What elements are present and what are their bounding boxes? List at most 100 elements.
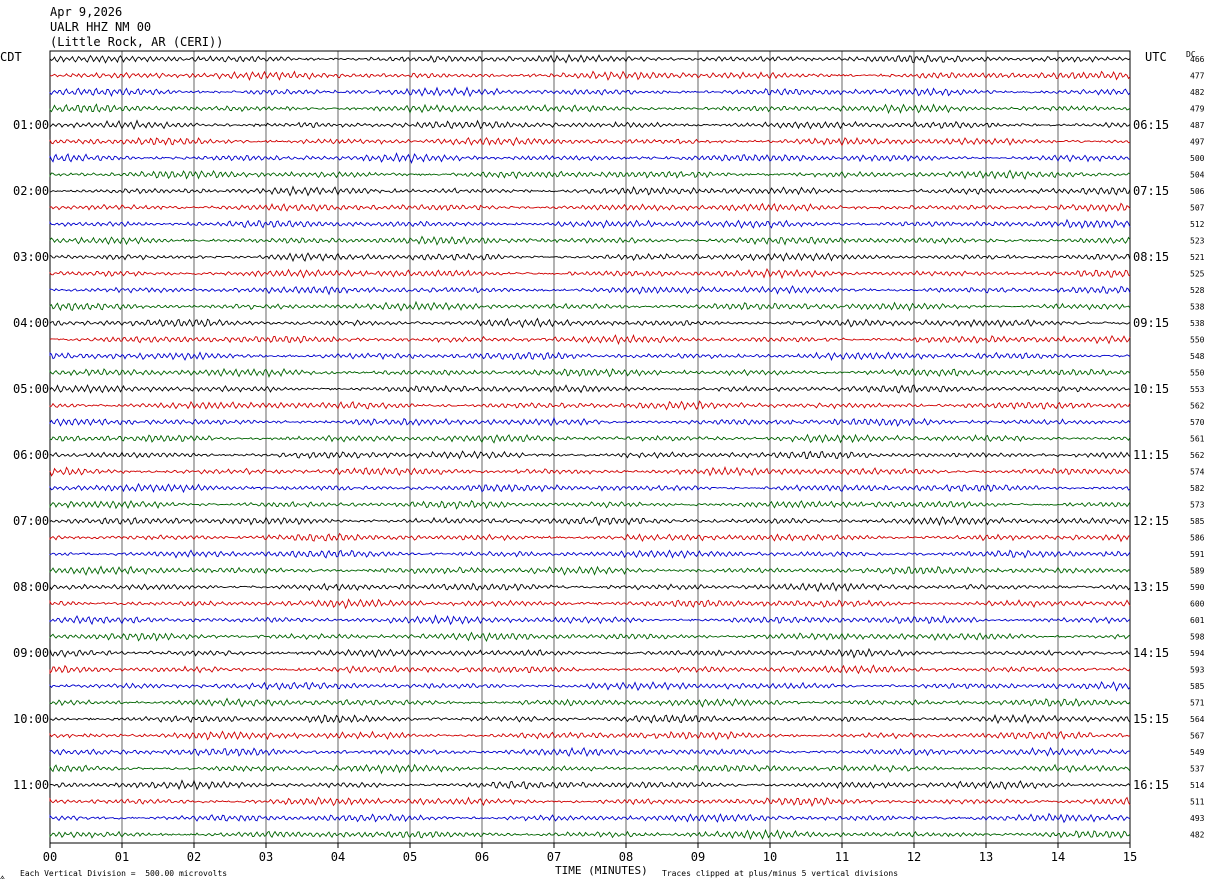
right-hour-label: 06:15 xyxy=(1133,118,1169,132)
seismic-trace xyxy=(49,763,1131,775)
seismic-trace xyxy=(49,252,1131,263)
dc-offset-label: 594 xyxy=(1190,649,1205,658)
seismic-trace xyxy=(49,482,1131,494)
seismic-trace xyxy=(49,499,1131,510)
seismic-trace xyxy=(49,185,1131,197)
dc-offset-label: 482 xyxy=(1190,831,1205,840)
dc-offset-label: 506 xyxy=(1190,187,1205,196)
seismic-trace xyxy=(49,796,1131,807)
seismic-trace xyxy=(49,70,1131,82)
x-tick-label: 04 xyxy=(331,850,345,864)
dc-offset-label: 482 xyxy=(1190,88,1205,97)
seismic-trace xyxy=(49,400,1131,411)
seismic-trace xyxy=(49,532,1131,543)
seismic-trace xyxy=(49,416,1131,427)
dc-offset-label: 585 xyxy=(1190,682,1205,691)
dc-offset-label: 589 xyxy=(1190,567,1205,576)
dc-offset-label: 570 xyxy=(1190,418,1205,427)
right-hour-label: 15:15 xyxy=(1133,712,1169,726)
x-tick-label: 14 xyxy=(1051,850,1065,864)
right-hour-label: 16:15 xyxy=(1133,778,1169,792)
dc-offset-label: 507 xyxy=(1190,204,1205,213)
dc-offset-label: 586 xyxy=(1190,534,1205,543)
dc-offset-label: 528 xyxy=(1190,286,1205,295)
header-station: UALR HHZ NM 00 xyxy=(50,20,152,34)
seismic-trace xyxy=(49,828,1131,841)
left-hour-label: 08:00 xyxy=(13,580,49,594)
seismic-trace xyxy=(49,218,1131,229)
dc-offset-label: 562 xyxy=(1190,402,1205,411)
dc-offset-label: 512 xyxy=(1190,220,1205,229)
seismic-trace xyxy=(49,614,1131,626)
left-hour-label: 10:00 xyxy=(13,712,49,726)
seismic-trace xyxy=(49,631,1131,642)
x-tick-label: 09 xyxy=(691,850,705,864)
dc-offset-label: 466 xyxy=(1190,55,1205,64)
corner-mark-icon: ⟑ xyxy=(0,872,5,881)
dc-offset-label: 591 xyxy=(1190,550,1205,559)
dc-offset-label: 573 xyxy=(1190,501,1205,510)
dc-offset-label: 571 xyxy=(1190,699,1205,708)
dc-offset-label: 561 xyxy=(1190,435,1205,444)
left-hour-label: 01:00 xyxy=(13,118,49,132)
seismic-trace xyxy=(49,53,1131,64)
dc-offset-label: 537 xyxy=(1190,765,1205,774)
left-hour-label: 03:00 xyxy=(13,250,49,264)
seismic-trace xyxy=(49,268,1131,280)
dc-offset-label: 521 xyxy=(1190,253,1205,262)
seismic-trace xyxy=(49,450,1131,460)
dc-offset-label: 601 xyxy=(1190,616,1205,625)
dc-offset-label: 562 xyxy=(1190,451,1205,460)
dc-offset-label: 549 xyxy=(1190,748,1205,757)
dc-offset-label: 477 xyxy=(1190,72,1205,81)
left-hour-label: 04:00 xyxy=(13,316,49,330)
x-tick-label: 08 xyxy=(619,850,633,864)
seismic-trace xyxy=(49,103,1131,115)
left-hour-label: 09:00 xyxy=(13,646,49,660)
seismic-trace xyxy=(49,581,1131,593)
x-tick-label: 02 xyxy=(187,850,201,864)
dc-offset-label: 500 xyxy=(1190,154,1205,163)
x-tick-label: 11 xyxy=(835,850,849,864)
x-tick-label: 05 xyxy=(403,850,417,864)
seismic-trace xyxy=(49,317,1131,329)
right-hour-label: 12:15 xyxy=(1133,514,1169,528)
left-timezone-label: CDT xyxy=(0,50,22,64)
dc-offset-label: 590 xyxy=(1190,583,1205,592)
seismic-trace xyxy=(49,136,1131,147)
dc-offset-label: 598 xyxy=(1190,633,1205,642)
seismic-trace xyxy=(49,285,1131,296)
dc-offset-label: 504 xyxy=(1190,171,1205,180)
seismic-trace xyxy=(49,565,1131,576)
dc-offset-label: 538 xyxy=(1190,319,1205,328)
right-timezone-label: UTC xyxy=(1145,50,1167,64)
left-hour-label: 05:00 xyxy=(13,382,49,396)
seismic-trace xyxy=(49,169,1131,180)
dc-offset-label: 567 xyxy=(1190,732,1205,741)
seismic-trace xyxy=(49,598,1131,610)
seismic-trace xyxy=(49,119,1131,131)
seismic-trace xyxy=(49,300,1131,312)
seismic-trace xyxy=(49,664,1131,675)
seismic-trace xyxy=(49,779,1131,791)
seismic-trace xyxy=(49,367,1131,378)
right-hour-label: 10:15 xyxy=(1133,382,1169,396)
left-hour-label: 07:00 xyxy=(13,514,49,528)
seismic-trace xyxy=(49,647,1131,659)
seismic-trace xyxy=(49,465,1131,477)
x-tick-label: 06 xyxy=(475,850,489,864)
dc-offset-label: 593 xyxy=(1190,666,1205,675)
dc-offset-label: 511 xyxy=(1190,798,1205,807)
dc-offset-label: 538 xyxy=(1190,303,1205,312)
scale-note: Each Vertical Division = 500.00 microvol… xyxy=(20,869,228,878)
seismic-trace xyxy=(49,235,1131,246)
seismic-trace xyxy=(49,713,1131,725)
seismic-trace xyxy=(49,86,1131,98)
dc-offset-label: 548 xyxy=(1190,352,1205,361)
dc-offset-label: 497 xyxy=(1190,138,1205,147)
seismic-trace xyxy=(49,202,1131,213)
dc-offset-label: 564 xyxy=(1190,715,1205,724)
seismic-trace xyxy=(49,549,1131,559)
header-date: Apr 9,2026 xyxy=(50,5,123,19)
